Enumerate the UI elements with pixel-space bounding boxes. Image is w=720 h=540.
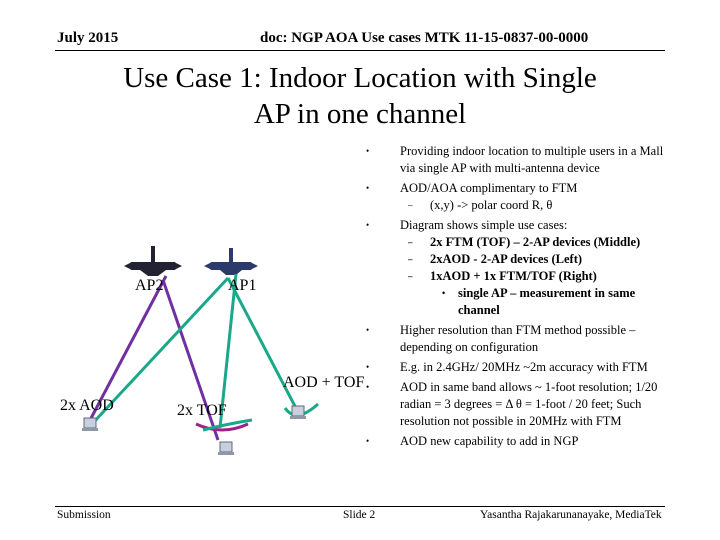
bullet-text: AOD in same band allows ~ 1-foot resolut… [400,380,658,428]
ap1-router-icon [204,248,258,275]
bullet-marker: – [408,254,413,264]
bullet-marker: • [366,325,370,335]
ap2-label: AP2 [135,277,164,294]
bullet-text: Diagram shows simple use cases: [400,218,568,232]
bullet-text: 2x FTM (TOF) – 2-AP devices (Middle) [430,235,641,249]
bullet-item: – (x,y) -> polar coord R, θ [362,197,674,214]
bullet-marker: – [408,237,413,247]
bullet-item: – 1xAOD + 1x FTM/TOF (Right) [362,268,674,285]
bullet-text: AOD/AOA complimentary to FTM [400,181,578,195]
tof-ray-ap2 [161,279,220,441]
tof-arc-ap2 [195,422,249,432]
ap2-router-icon [124,246,182,276]
bullet-text: (x,y) -> polar coord R, θ [430,198,553,212]
bullet-text: E.g. in 2.4GHz/ 20MHz ~2m accuracy with … [400,360,648,374]
bullet-item: • E.g. in 2.4GHz/ 20MHz ~2m accuracy with… [362,359,674,376]
bullet-list: • Providing indoor location to multiple u… [362,143,674,450]
bullet-item: • AOD new capability to add in NGP [362,433,674,450]
footer-author: Yasantha Rajakarunanayake, MediaTek [480,509,662,521]
bullet-marker: • [366,436,370,446]
bullet-marker: – [408,200,413,210]
slide-title-line2: AP in one channel [253,98,467,130]
bullet-item: – 2x FTM (TOF) – 2-AP devices (Middle) [362,234,674,251]
bullet-marker: • [366,382,370,392]
aod-ray-ap2 [86,275,168,425]
bullet-item: • AOD in same band allows ~ 1-foot resolu… [362,379,674,430]
tof-2x-label: 2x TOF [177,402,227,419]
bullet-text: single AP – measurement in same channel [458,286,636,317]
bullet-marker: • [366,183,370,193]
header-doc-id: doc: NGP AOA Use cases MTK 11-15-0837-00… [260,30,589,46]
footer-slide-number: Slide 2 [343,509,376,521]
bullet-item: – 2xAOD - 2-AP devices (Left) [362,251,674,268]
bullet-text: AOD new capability to add in NGP [400,434,579,448]
bullet-marker: • [366,220,370,230]
bullet-marker: • [366,146,370,156]
ap1-label: AP1 [228,277,257,294]
header-divider [55,50,665,51]
bullet-marker: – [408,271,413,281]
slide-title: Use Case 1: Indoor Location with Single … [40,60,680,132]
aod-tof-ray-ap1 [226,277,300,413]
bullet-text: 2xAOD - 2-AP devices (Left) [430,252,583,266]
footer-divider [55,506,665,507]
laptop-icon [290,405,306,419]
bullet-item: • AOD/AOA complimentary to FTM [362,180,674,197]
laptop-icon [82,417,98,431]
tof-arc-ap1 [202,418,253,432]
bullet-text: Providing indoor location to multiple us… [400,144,664,175]
footer-submission: Submission [57,509,111,521]
slide-title-line1: Use Case 1: Indoor Location with Single [123,62,597,94]
bullet-item: • Higher resolution than FTM method possi… [362,322,674,356]
aod-ray-ap1 [90,276,230,426]
aod-tof-label: AOD + TOF [283,374,365,391]
bullet-text: Higher resolution than FTM method possib… [400,323,636,354]
header-date: July 2015 [57,30,119,46]
bullet-item: • single AP – measurement in same channel [362,285,674,319]
laptop-icon [218,441,234,455]
tof-ray-ap1 [218,273,238,429]
aod-2x-label: 2x AOD [60,397,114,414]
bullet-item: • Diagram shows simple use cases: [362,217,674,234]
bullet-text: 1xAOD + 1x FTM/TOF (Right) [430,269,597,283]
bullet-marker: • [442,288,446,298]
bullet-item: • Providing indoor location to multiple u… [362,143,674,177]
bullet-marker: • [366,362,370,372]
